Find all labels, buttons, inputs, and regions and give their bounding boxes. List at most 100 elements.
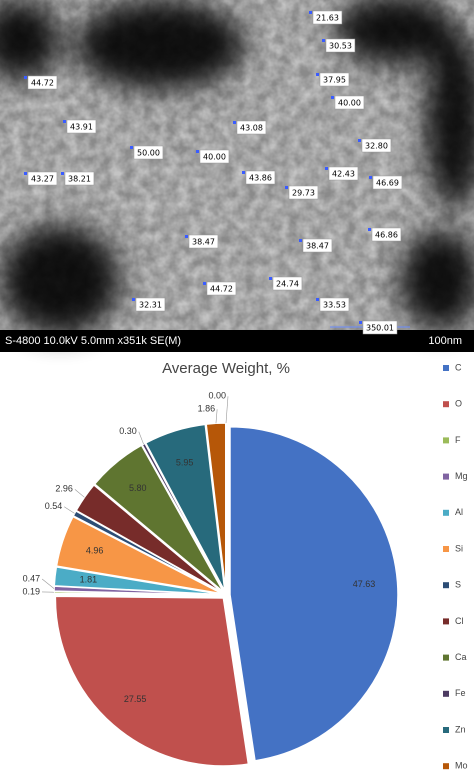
measurement: 29.73 bbox=[285, 186, 318, 199]
legend-swatch bbox=[443, 582, 449, 588]
leader-line bbox=[75, 489, 85, 497]
data-label: 0.30 bbox=[119, 426, 137, 436]
measurement-label: 50.00 bbox=[137, 149, 160, 158]
measurement-label: 40.00 bbox=[203, 153, 226, 162]
legend-label: O bbox=[455, 399, 462, 409]
marker bbox=[24, 172, 27, 175]
marker bbox=[185, 235, 188, 238]
measurement: 32.31 bbox=[132, 298, 165, 311]
measurement: 33.53 bbox=[316, 298, 349, 311]
measurement-label: 30.53 bbox=[329, 42, 352, 51]
measurement: 350.01 bbox=[359, 321, 397, 334]
marker bbox=[63, 120, 66, 123]
measurement: 24.74 bbox=[269, 277, 302, 290]
legend-swatch bbox=[443, 618, 449, 624]
data-label: 4.96 bbox=[86, 546, 104, 556]
measurement-label: 350.01 bbox=[366, 324, 394, 333]
legend-swatch bbox=[443, 546, 449, 552]
micrograph: S-4800 10.0kV 5.0mm x351k SE(M) 100nm 21… bbox=[0, 0, 474, 352]
legend-label: Ca bbox=[455, 652, 467, 662]
measurement: 38.47 bbox=[185, 235, 218, 248]
data-label: 1.81 bbox=[80, 574, 98, 584]
legend-swatch bbox=[443, 401, 449, 407]
measurement: 38.21 bbox=[61, 172, 94, 185]
measurement-label: 46.86 bbox=[375, 231, 398, 240]
marker bbox=[233, 121, 236, 124]
marker bbox=[358, 139, 361, 142]
data-label: 5.95 bbox=[176, 457, 194, 467]
legend-label: Si bbox=[455, 543, 463, 553]
marker bbox=[325, 167, 328, 170]
measurement: 43.86 bbox=[242, 171, 275, 184]
marker bbox=[316, 73, 319, 76]
measurement-label: 38.47 bbox=[192, 238, 215, 247]
leader-line bbox=[64, 507, 74, 514]
marker bbox=[316, 298, 319, 301]
marker bbox=[368, 228, 371, 231]
marker bbox=[130, 146, 133, 149]
data-label: 0.47 bbox=[23, 573, 41, 583]
measurement-label: 38.21 bbox=[68, 175, 91, 184]
marker bbox=[369, 176, 372, 179]
legend-swatch bbox=[443, 763, 449, 769]
measurement: 37.95 bbox=[316, 73, 349, 86]
marker bbox=[132, 298, 135, 301]
measurement-label: 43.91 bbox=[70, 123, 93, 132]
marker bbox=[309, 11, 312, 14]
data-label: 27.55 bbox=[124, 694, 147, 704]
info-text: S-4800 10.0kV 5.0mm x351k SE(M) bbox=[5, 335, 181, 347]
data-label: 0.00 bbox=[208, 391, 226, 401]
legend-label: Al bbox=[455, 507, 463, 517]
data-label: 47.63 bbox=[353, 579, 376, 589]
legend-label: Mg bbox=[455, 471, 468, 481]
measurement: 40.00 bbox=[196, 150, 229, 163]
marker bbox=[269, 277, 272, 280]
legend-label: F bbox=[455, 435, 461, 445]
measurement: 21.63 bbox=[309, 11, 342, 24]
marker bbox=[203, 282, 206, 285]
data-label: 0.19 bbox=[22, 586, 40, 596]
measurement: 42.43 bbox=[325, 167, 358, 180]
measurement: 40.00 bbox=[331, 96, 364, 109]
measurement-label: 44.72 bbox=[210, 285, 233, 294]
measurement: 46.86 bbox=[368, 228, 401, 241]
legend-label: C bbox=[455, 362, 462, 372]
measurement-label: 40.00 bbox=[338, 99, 361, 108]
marker bbox=[359, 321, 362, 324]
measurement: 44.72 bbox=[24, 76, 57, 89]
measurement: 46.69 bbox=[369, 176, 402, 189]
legend-label: Fe bbox=[455, 688, 466, 698]
measurement-label: 29.73 bbox=[292, 189, 315, 198]
measurement-label: 43.27 bbox=[31, 175, 54, 184]
legend-swatch bbox=[443, 727, 449, 733]
legend-label: Cl bbox=[455, 616, 464, 626]
data-label: 2.96 bbox=[55, 484, 73, 494]
measurement: 43.08 bbox=[233, 121, 266, 134]
measurement-label: 37.95 bbox=[323, 76, 346, 85]
measurement: 30.53 bbox=[322, 39, 355, 52]
measurement-label: 43.86 bbox=[249, 174, 272, 183]
pie-slice bbox=[55, 596, 248, 766]
data-label: 5.80 bbox=[129, 483, 147, 493]
data-label: 0.54 bbox=[45, 501, 63, 511]
marker bbox=[285, 186, 288, 189]
measurement: 38.47 bbox=[299, 239, 332, 252]
chart-title: Average Weight, % bbox=[162, 360, 290, 377]
measurement-label: 42.43 bbox=[332, 170, 355, 179]
legend-swatch bbox=[443, 437, 449, 443]
measurement-label: 38.47 bbox=[306, 242, 329, 251]
legend-swatch bbox=[443, 691, 449, 697]
marker bbox=[299, 239, 302, 242]
marker bbox=[196, 150, 199, 153]
leader-line bbox=[42, 579, 54, 589]
legend-label: Zn bbox=[455, 724, 466, 734]
marker bbox=[242, 171, 245, 174]
pie-slice bbox=[230, 427, 398, 761]
legend-swatch bbox=[443, 510, 449, 516]
legend-swatch bbox=[443, 655, 449, 661]
marker bbox=[61, 172, 64, 175]
measurement-label: 46.69 bbox=[376, 179, 399, 188]
measurement-label: 43.08 bbox=[240, 124, 263, 133]
measurement-label: 21.63 bbox=[316, 14, 339, 23]
